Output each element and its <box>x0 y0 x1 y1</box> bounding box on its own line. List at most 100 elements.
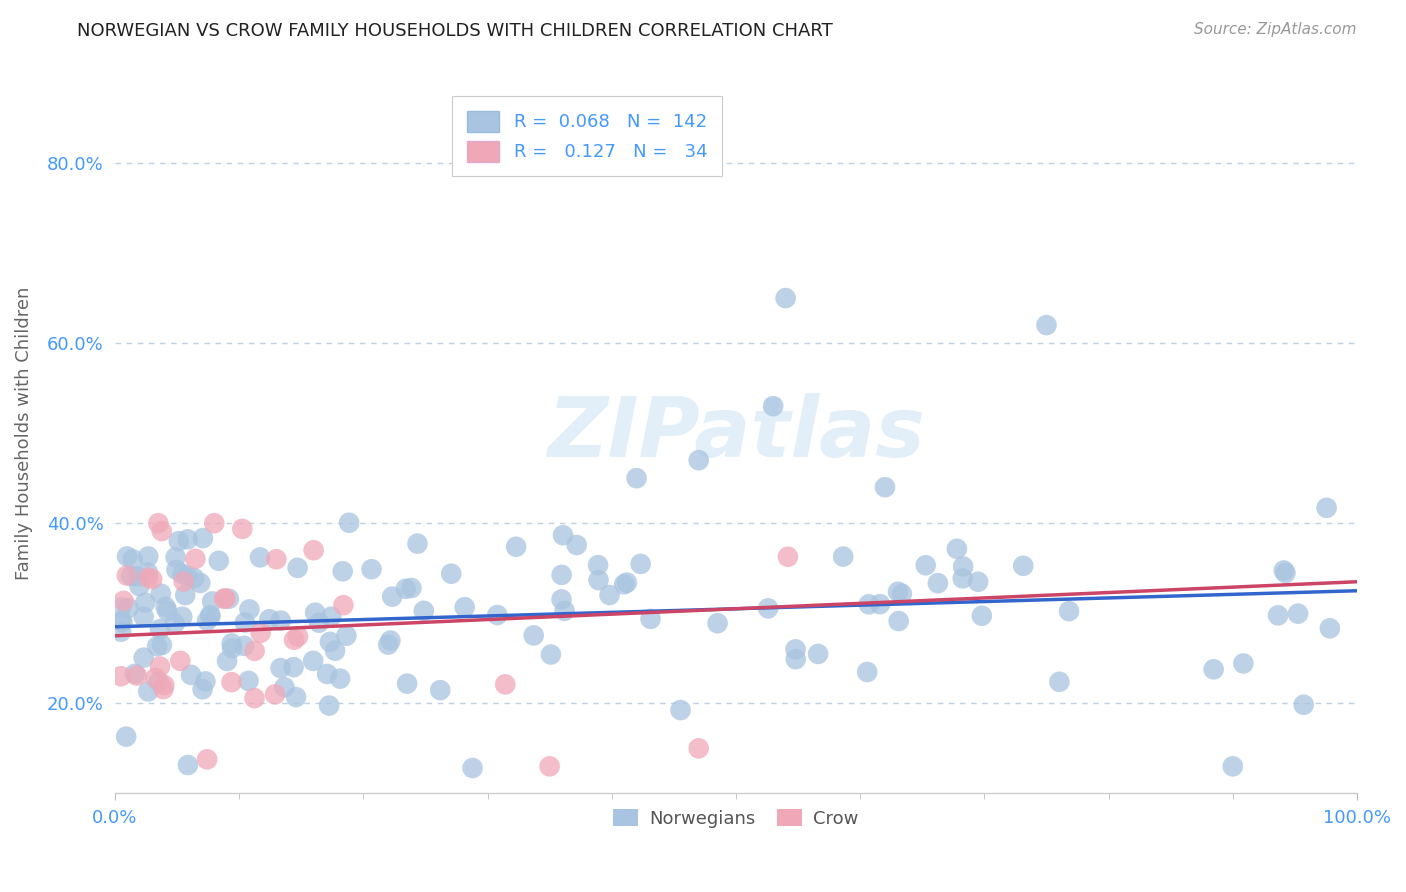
Point <box>266 552 288 566</box>
Point <box>110 614 132 628</box>
Point <box>461 761 484 775</box>
Point <box>1202 662 1225 676</box>
Point <box>494 677 516 691</box>
Point <box>776 549 799 564</box>
Point <box>785 652 807 666</box>
Point <box>1316 500 1339 515</box>
Point <box>165 563 187 577</box>
Point <box>1232 657 1254 671</box>
Point <box>304 606 326 620</box>
Point <box>588 573 610 587</box>
Point <box>163 616 186 631</box>
Point <box>323 644 346 658</box>
Point <box>176 533 198 547</box>
Point <box>148 674 170 689</box>
Point <box>194 674 217 689</box>
Point <box>887 614 910 628</box>
Point <box>640 612 662 626</box>
Point <box>706 616 728 631</box>
Point <box>132 609 155 624</box>
Point <box>145 671 167 685</box>
Point <box>540 648 562 662</box>
Legend: Norwegians, Crow: Norwegians, Crow <box>606 802 866 835</box>
Point <box>381 590 404 604</box>
Point <box>785 642 807 657</box>
Point <box>221 675 243 690</box>
Point <box>1292 698 1315 712</box>
Point <box>233 615 256 630</box>
Point <box>1319 621 1341 635</box>
Point <box>550 568 572 582</box>
Y-axis label: Family Households with Children: Family Households with Children <box>15 286 32 580</box>
Point <box>599 588 621 602</box>
Point <box>155 599 177 614</box>
Point <box>688 741 710 756</box>
Point <box>832 549 855 564</box>
Point <box>264 687 287 701</box>
Point <box>136 549 159 564</box>
Point <box>110 600 132 615</box>
Point <box>887 584 910 599</box>
Point <box>967 574 990 589</box>
Point <box>762 399 785 413</box>
Point <box>156 604 179 618</box>
Point <box>177 758 200 772</box>
Point <box>110 669 132 683</box>
Point <box>249 550 271 565</box>
Point <box>613 577 636 591</box>
Point <box>165 550 187 565</box>
Point <box>195 614 218 628</box>
Point <box>856 665 879 679</box>
Point <box>1047 674 1070 689</box>
Point <box>121 552 143 566</box>
Point <box>149 659 172 673</box>
Point <box>1272 564 1295 578</box>
Point <box>283 632 305 647</box>
Point <box>167 534 190 549</box>
Point <box>141 572 163 586</box>
Point <box>238 602 260 616</box>
Point <box>454 600 477 615</box>
Point <box>626 471 648 485</box>
Point <box>551 528 574 542</box>
Point <box>195 752 218 766</box>
Point <box>221 641 243 656</box>
Point <box>172 566 194 581</box>
Point <box>270 661 292 675</box>
Point <box>150 638 173 652</box>
Text: NORWEGIAN VS CROW FAMILY HOUSEHOLDS WITH CHILDREN CORRELATION CHART: NORWEGIAN VS CROW FAMILY HOUSEHOLDS WITH… <box>77 22 834 40</box>
Point <box>172 609 194 624</box>
Point <box>273 681 295 695</box>
Point <box>115 730 138 744</box>
Point <box>302 543 325 558</box>
Point <box>233 639 256 653</box>
Point <box>952 571 974 585</box>
Point <box>927 576 949 591</box>
Point <box>688 453 710 467</box>
Point <box>486 607 509 622</box>
Point <box>174 588 197 602</box>
Point <box>111 615 134 630</box>
Point <box>176 569 198 583</box>
Point <box>243 691 266 706</box>
Point <box>337 516 360 530</box>
Point <box>136 570 159 584</box>
Point <box>1222 759 1244 773</box>
Point <box>125 668 148 682</box>
Point <box>505 540 527 554</box>
Point <box>565 538 588 552</box>
Point <box>538 759 561 773</box>
Point <box>128 579 150 593</box>
Point <box>630 557 652 571</box>
Point <box>259 612 281 626</box>
Point <box>321 609 343 624</box>
Point <box>136 684 159 698</box>
Point <box>914 558 936 573</box>
Point <box>318 698 340 713</box>
Point <box>191 682 214 697</box>
Point <box>287 630 309 644</box>
Point <box>360 562 382 576</box>
Point <box>332 564 354 578</box>
Text: Source: ZipAtlas.com: Source: ZipAtlas.com <box>1194 22 1357 37</box>
Point <box>1286 607 1309 621</box>
